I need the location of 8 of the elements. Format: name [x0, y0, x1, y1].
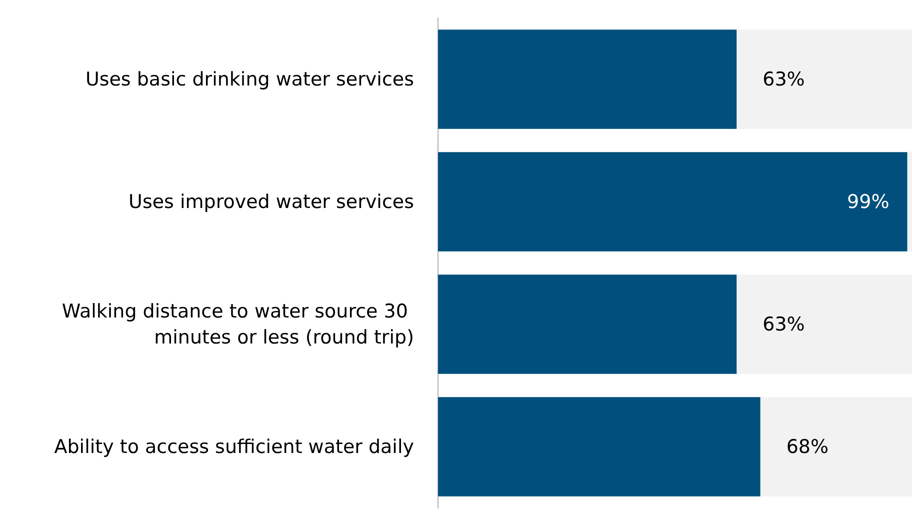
y-tick-label: Ability to access sufficient water daily	[54, 436, 414, 458]
data-label: 68%	[786, 436, 829, 458]
y-tick-label: Uses basic drinking water services	[85, 68, 414, 90]
data-label: 99%	[847, 190, 890, 213]
data-label: 63%	[762, 68, 805, 90]
data-label: 63%	[762, 313, 805, 336]
y-tick-label: Walking distance to water source 30 minutes or less (round trip)	[62, 300, 414, 348]
y-tick-label: Uses improved water services	[128, 190, 414, 213]
